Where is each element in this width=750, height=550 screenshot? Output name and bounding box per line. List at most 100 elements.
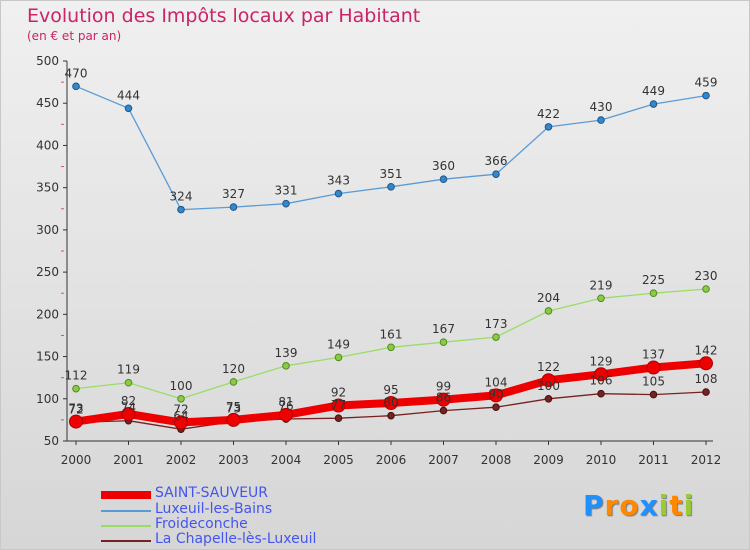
x-tick-label: 2004 xyxy=(271,453,302,467)
x-tick-label: 2003 xyxy=(218,453,249,467)
data-label: 149 xyxy=(327,337,350,351)
data-point xyxy=(702,91,710,100)
data-label: 324 xyxy=(170,190,193,204)
data-point xyxy=(646,360,661,375)
data-point xyxy=(331,398,346,413)
x-tick-label: 2011 xyxy=(638,453,669,467)
data-point xyxy=(541,373,556,388)
data-label: 230 xyxy=(695,269,718,283)
data-label: 327 xyxy=(222,187,245,201)
y-tick-label: 200 xyxy=(36,307,59,321)
x-tick-label: 2008 xyxy=(481,453,512,467)
data-point xyxy=(489,388,503,403)
data-label: 444 xyxy=(117,88,140,102)
brand-letter: r xyxy=(604,489,620,522)
data-point xyxy=(177,205,185,214)
data-point xyxy=(124,378,133,387)
data-label: 86 xyxy=(436,391,451,405)
data-label: 120 xyxy=(222,362,245,376)
data-label: 422 xyxy=(537,107,560,121)
data-label: 225 xyxy=(642,273,665,287)
data-point xyxy=(492,333,500,341)
data-labels: 73 82 72 75 81 92 95 99 104 122 129 137 142 470 444 324… xyxy=(65,66,718,423)
brand-letter: o xyxy=(619,489,640,522)
data-label: 92 xyxy=(331,386,346,400)
y-tick-label: 450 xyxy=(36,96,59,110)
y-tick-label: 100 xyxy=(36,392,59,406)
x-tick-label: 2009 xyxy=(533,453,564,467)
data-point xyxy=(544,394,553,403)
data-point xyxy=(439,338,448,347)
data-point xyxy=(436,392,451,407)
data-label: 470 xyxy=(65,66,88,80)
data-point xyxy=(226,412,241,427)
data-point xyxy=(544,307,553,315)
data-label: 100 xyxy=(537,379,560,393)
data-label: 449 xyxy=(642,84,665,98)
data-label: 167 xyxy=(432,322,455,336)
legend-label: SAINT-SAUVEUR xyxy=(155,485,269,501)
y-tick-label: 500 xyxy=(36,54,59,68)
data-label: 105 xyxy=(642,375,665,389)
data-point xyxy=(334,189,343,198)
data-point xyxy=(334,414,343,423)
data-point xyxy=(72,82,80,91)
proxiti-logo: Proxiti xyxy=(583,489,694,522)
legend-label: La Chapelle-lès-Luxeuil xyxy=(155,531,317,547)
y-tick-label: 400 xyxy=(36,138,59,152)
data-label: 343 xyxy=(327,174,350,188)
data-point xyxy=(387,411,395,420)
data-point xyxy=(702,285,710,293)
data-label: 74 xyxy=(121,401,136,415)
data-label: 76 xyxy=(278,399,293,413)
data-point xyxy=(334,353,343,362)
x-tick-label: 2012 xyxy=(691,453,722,467)
data-label: 122 xyxy=(537,360,560,374)
data-point xyxy=(597,294,605,303)
data-label: 104 xyxy=(485,375,508,389)
brand-letter: t xyxy=(669,489,684,522)
data-point xyxy=(702,388,710,396)
data-label: 430 xyxy=(590,100,613,114)
data-point xyxy=(439,406,448,415)
data-label: 95 xyxy=(383,383,398,397)
data-label: 81 xyxy=(278,395,293,409)
data-point xyxy=(649,289,658,298)
data-label: 77 xyxy=(331,398,346,412)
data-label: 366 xyxy=(485,154,508,168)
data-point xyxy=(387,183,395,191)
data-label: 64 xyxy=(173,409,188,423)
data-point xyxy=(699,356,713,371)
data-label: 80 xyxy=(383,396,398,410)
data-point xyxy=(387,343,395,352)
data-point xyxy=(544,123,553,131)
x-tick-label: 2005 xyxy=(323,453,354,467)
legend-swatch xyxy=(101,491,151,499)
legend-swatch xyxy=(101,525,151,527)
data-label: 331 xyxy=(275,184,298,198)
data-label: 112 xyxy=(65,369,88,383)
y-tick-label: 250 xyxy=(36,265,59,279)
data-label: 106 xyxy=(590,374,613,388)
series-lines xyxy=(69,82,713,433)
data-label: 360 xyxy=(432,159,455,173)
brand-letter: x xyxy=(639,489,659,522)
axes: 50 100 150 200 250 300 350 400 450 500 2000 2001 200… xyxy=(36,54,721,467)
x-tick-label: 2007 xyxy=(428,453,459,467)
data-label: 73 xyxy=(226,402,241,416)
data-label: 161 xyxy=(380,327,403,341)
data-label: 219 xyxy=(590,278,613,292)
data-label: 72 xyxy=(68,402,83,416)
data-point xyxy=(69,414,83,429)
legend-swatch xyxy=(101,540,151,542)
data-label: 108 xyxy=(695,372,718,386)
data-label: 139 xyxy=(275,346,298,360)
data-point xyxy=(649,390,658,399)
data-point xyxy=(121,406,136,421)
legend-label: Luxeuil-les-Bains xyxy=(155,501,273,517)
y-tick-label: 350 xyxy=(36,181,59,195)
x-tick-label: 2006 xyxy=(376,453,407,467)
data-point xyxy=(72,384,80,393)
y-tick-label: 150 xyxy=(36,350,59,364)
